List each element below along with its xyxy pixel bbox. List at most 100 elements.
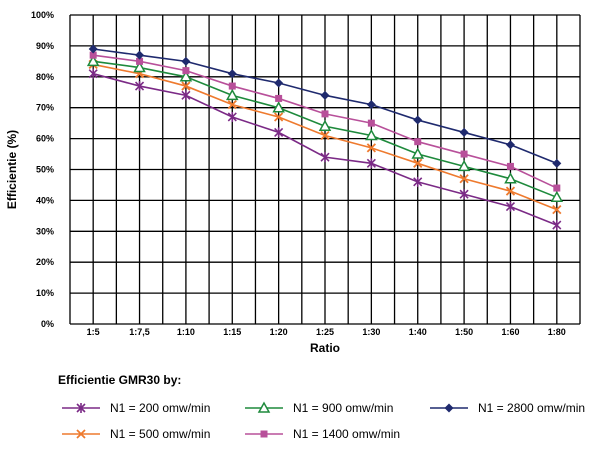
data-point-diamond [552, 158, 562, 168]
data-point-x [552, 205, 562, 215]
x-tick-label: 1:30 [362, 327, 380, 337]
data-point-asterisk [227, 111, 237, 122]
y-tick-label: 40% [36, 195, 54, 205]
data-point-x [366, 143, 377, 153]
data-point-x [227, 99, 237, 110]
data-point-square [182, 67, 190, 75]
legend-item: N1 = 900 omw/min [245, 401, 393, 415]
data-point-diamond [505, 140, 515, 150]
y-tick-label: 20% [36, 257, 54, 267]
data-point-triangle [411, 147, 425, 159]
data-point-diamond [366, 100, 376, 110]
y-tick-label: 30% [36, 226, 54, 236]
data-point-x [76, 429, 86, 439]
legend-label: N1 = 500 omw/min [110, 427, 210, 441]
legend-item: N1 = 1400 omw/min [245, 427, 400, 441]
x-axis-ticks: 1:5 1:7,5 1:10 1:15 1:20 1:25 1:30 1:40 1:50 1:60… [87, 327, 566, 337]
data-point-triangle [365, 128, 378, 141]
data-point-square [228, 82, 236, 90]
data-point-diamond [444, 403, 454, 413]
y-tick-label: 10% [36, 288, 54, 298]
data-point-asterisk [413, 176, 423, 187]
data-point-diamond [274, 78, 284, 88]
x-tick-label: 1:80 [548, 327, 566, 337]
data-point-diamond [413, 115, 423, 125]
legend-item: N1 = 2800 omw/min [430, 401, 585, 415]
data-point-triangle [86, 54, 100, 67]
data-point-triangle [133, 60, 146, 73]
legend: N1 = 200 omw/min N1 = 500 omw/min N1 = 900… [62, 401, 585, 441]
series-1 [88, 68, 562, 231]
data-point-triangle [179, 70, 193, 82]
data-point-square [506, 162, 514, 170]
legend-label: N1 = 2800 omw/min [478, 401, 585, 415]
data-point-asterisk [320, 152, 330, 163]
data-point-x [181, 81, 191, 91]
y-tick-label: 0% [41, 319, 54, 329]
data-point-x [505, 186, 516, 196]
data-point-square [367, 119, 375, 127]
data-point-triangle [318, 119, 332, 131]
legend-title: Efficientie GMR30 by: [58, 373, 181, 387]
data-point-diamond [227, 69, 237, 79]
data-point-square [321, 110, 329, 118]
data-point-asterisk [274, 127, 284, 138]
y-tick-label: 90% [36, 41, 54, 51]
data-point-triangle [504, 172, 517, 184]
x-tick-label: 1:60 [501, 327, 519, 337]
data-point-x [413, 158, 423, 168]
data-point-asterisk [552, 220, 562, 231]
data-point-x [320, 130, 330, 141]
x-tick-label: 1:7,5 [129, 327, 150, 337]
data-point-square [275, 94, 283, 102]
data-point-square [260, 430, 268, 438]
legend-label: N1 = 200 omw/min [110, 401, 210, 415]
data-point-triangle [457, 159, 471, 172]
legend-label: N1 = 1400 omw/min [293, 427, 400, 441]
legend-item: N1 = 500 omw/min [62, 427, 210, 441]
data-point-asterisk [88, 68, 98, 79]
x-tick-label: 1:20 [270, 327, 288, 337]
x-tick-label: 1:15 [223, 327, 241, 337]
data-point-diamond [88, 44, 98, 54]
y-tick-label: 80% [36, 72, 54, 82]
data-point-triangle [272, 101, 285, 113]
legend-item: N1 = 200 omw/min [62, 401, 210, 415]
series-2 [88, 59, 562, 215]
data-point-diamond [459, 127, 469, 137]
data-point-square [414, 138, 422, 146]
data-point-x [273, 112, 284, 122]
data-point-triangle [225, 88, 239, 101]
series-5 [88, 44, 562, 168]
data-point-asterisk [181, 90, 191, 101]
data-point-asterisk [76, 403, 86, 413]
legend-label: N1 = 900 omw/min [293, 401, 393, 415]
data-point-triangle [257, 401, 271, 413]
x-tick-label: 1:10 [177, 327, 195, 337]
data-point-asterisk [505, 201, 516, 212]
data-point-square [136, 57, 144, 65]
data-point-square [460, 150, 468, 158]
x-tick-label: 1:50 [455, 327, 473, 337]
series-group [86, 44, 564, 231]
data-point-asterisk [134, 81, 145, 92]
x-tick-label: 1:40 [409, 327, 427, 337]
y-axis-title: Efficientie (%) [5, 130, 19, 209]
data-point-diamond [181, 56, 191, 66]
y-tick-label: 60% [36, 134, 54, 144]
data-point-diamond [320, 90, 330, 100]
x-axis-title: Ratio [310, 341, 340, 355]
data-point-asterisk [459, 189, 469, 200]
data-point-x [459, 174, 469, 184]
y-axis-ticks: 0% 10% 20% 30% 40% 50% 60% 70% 80% 90% 100% [31, 10, 54, 329]
data-point-diamond [135, 50, 145, 60]
data-point-square [89, 51, 97, 59]
x-tick-label: 1:5 [87, 327, 100, 337]
x-tick-label: 1:25 [316, 327, 334, 337]
y-tick-label: 70% [36, 103, 54, 113]
y-tick-label: 50% [36, 165, 54, 175]
series-4 [89, 51, 561, 192]
data-point-asterisk [366, 158, 376, 169]
data-point-square [553, 184, 561, 192]
